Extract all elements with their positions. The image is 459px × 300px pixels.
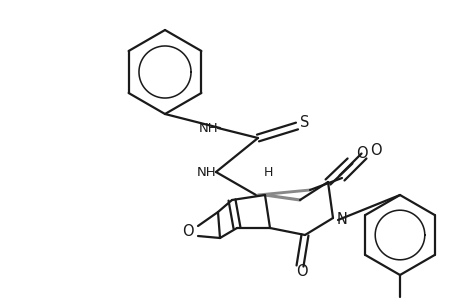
Text: S: S bbox=[300, 115, 309, 130]
Text: O: O bbox=[182, 224, 193, 239]
Text: O: O bbox=[369, 142, 381, 158]
Text: NH: NH bbox=[196, 166, 216, 178]
Text: O: O bbox=[355, 146, 367, 160]
Text: O: O bbox=[296, 265, 307, 280]
Text: H: H bbox=[263, 166, 272, 178]
Text: N: N bbox=[336, 212, 347, 227]
Text: NH: NH bbox=[198, 122, 218, 134]
